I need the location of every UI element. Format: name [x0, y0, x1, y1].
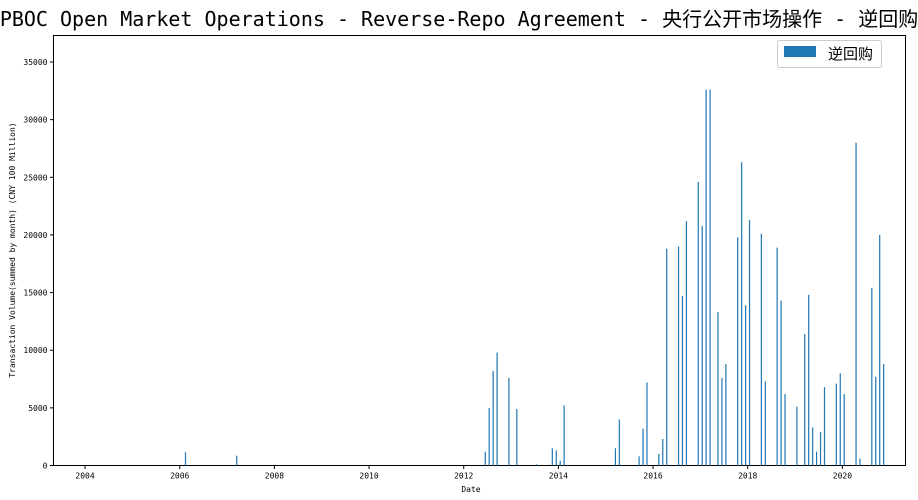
- x-tick-label: 2004: [75, 472, 94, 481]
- bar: [535, 464, 538, 466]
- x-axis-label: Date: [461, 485, 480, 494]
- x-tick-label: 2012: [454, 472, 473, 481]
- x-tick-label: 2018: [738, 472, 757, 481]
- bar: [748, 219, 751, 466]
- bar: [819, 432, 822, 466]
- bar: [737, 237, 739, 466]
- bar: [496, 352, 498, 466]
- x-tick-label: 2014: [549, 472, 568, 481]
- y-tick-label: 10000: [23, 346, 47, 355]
- bar: [843, 394, 845, 466]
- x-axis: 2004 2006 2008 2010 2012 2014 2016 2018 2020: [75, 465, 852, 481]
- y-tick-label: 35000: [23, 58, 47, 67]
- bar: [492, 370, 494, 466]
- bar: [658, 453, 660, 466]
- bar: [823, 387, 826, 466]
- legend-label: 逆回购: [828, 45, 873, 63]
- bar: [780, 300, 782, 466]
- bar: [638, 456, 640, 466]
- y-tick-label: 15000: [23, 289, 47, 298]
- bar: [508, 377, 510, 466]
- bar: [697, 181, 699, 466]
- bar: [642, 428, 644, 466]
- x-tick-label: 2010: [359, 472, 378, 481]
- bar: [776, 247, 778, 466]
- y-tick-label: 5000: [28, 404, 47, 413]
- bar: [618, 419, 620, 466]
- bar: [681, 296, 684, 466]
- bar: [839, 373, 841, 466]
- bar: [764, 381, 766, 466]
- bar: [488, 407, 490, 466]
- legend: 逆回购: [777, 40, 882, 68]
- x-tick-label: 2020: [833, 472, 852, 481]
- bar: [721, 377, 723, 466]
- legend-swatch: [784, 46, 816, 57]
- x-tick-label: 2008: [265, 472, 284, 481]
- bar: [614, 448, 617, 466]
- chart-title: PBOC Open Market Operations - Reverse-Re…: [0, 7, 918, 31]
- bar: [859, 458, 861, 466]
- plot-area: [53, 35, 906, 466]
- bar: [516, 409, 518, 466]
- bar: [784, 394, 786, 466]
- bar: [709, 89, 711, 466]
- bar: [685, 221, 688, 466]
- y-tick-label: 30000: [23, 116, 47, 125]
- bar: [662, 438, 664, 466]
- y-tick-label: 25000: [23, 173, 47, 182]
- y-axis: 0 5000 10000 15000 20000 25000 30000 35000: [23, 58, 54, 471]
- bar: [796, 406, 798, 466]
- bar: [236, 455, 238, 466]
- x-tick-label: 2016: [643, 472, 662, 481]
- bar: [879, 234, 881, 466]
- x-tick-label: 2006: [170, 472, 189, 481]
- bar: [855, 142, 857, 466]
- bar: [815, 451, 818, 466]
- bar-group: [184, 89, 885, 466]
- bar: [883, 364, 885, 466]
- bar: [559, 460, 561, 466]
- bar: [871, 287, 873, 466]
- y-tick-label: 20000: [23, 231, 47, 240]
- bar: [804, 334, 806, 466]
- bar: [717, 312, 719, 466]
- bar: [760, 233, 762, 466]
- bar: [808, 294, 810, 466]
- bar: [677, 246, 680, 466]
- bar: [484, 451, 486, 466]
- bar: [835, 383, 837, 466]
- y-axis-label: Transaction Volume(summed by month) (CNY…: [8, 122, 17, 377]
- bar: [551, 448, 553, 466]
- bar: [666, 248, 668, 466]
- bar: [875, 376, 877, 466]
- bar: [705, 89, 707, 466]
- bar: [812, 427, 814, 466]
- bar: [741, 162, 743, 466]
- bar: [184, 452, 187, 466]
- bar: [701, 225, 703, 466]
- bar: [725, 364, 727, 466]
- bar: [646, 382, 648, 466]
- bar: [555, 450, 557, 466]
- bar: [744, 305, 747, 466]
- y-tick-label: 0: [43, 462, 48, 471]
- bar: [563, 405, 565, 466]
